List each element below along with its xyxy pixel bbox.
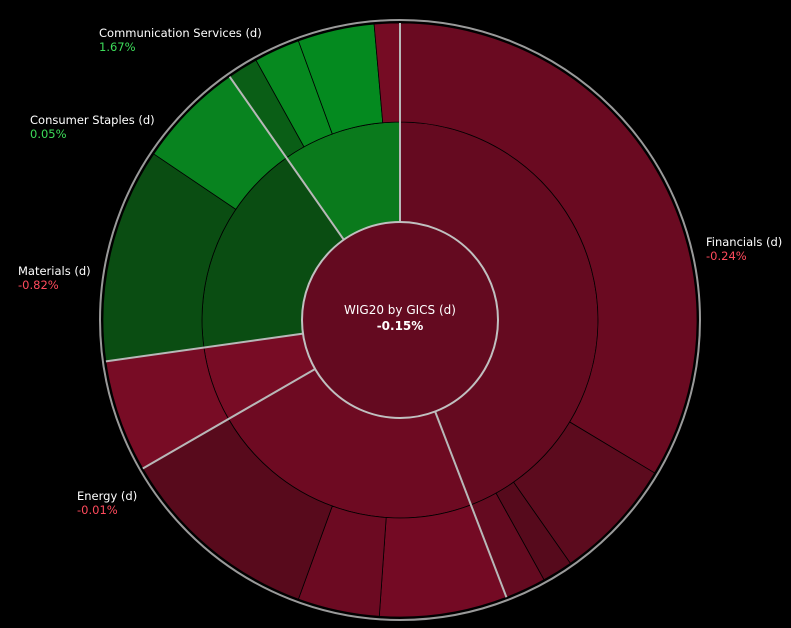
label-energy[interactable]: Energy (d) -0.01% [77,489,137,517]
sector-boundary-consumer_staples [105,332,304,363]
chart-title: WIG20 by GICS (d) [344,303,456,317]
sector-change: 0.05% [30,127,67,141]
sector-change: -0.01% [77,503,118,517]
sector-name: Energy (d) [77,489,138,503]
sector-boundary-energy [434,411,508,598]
label-financials[interactable]: Financials (d) -0.24% [706,235,782,263]
sector-name: Communication Services (d) [99,26,262,40]
sector-change: -0.82% [18,278,59,292]
chart-center-label: WIG20 by GICS (d) -0.15% [300,302,500,334]
label-communication-services[interactable]: Communication Services (d) 1.67% [99,26,262,54]
sector-boundary-communication_services [228,76,345,241]
sector-name: Consumer Staples (d) [30,113,155,127]
center-circle [301,221,499,419]
label-consumer-staples[interactable]: Consumer Staples (d) 0.05% [30,113,155,141]
outer-slice-financials-0 [399,22,698,474]
sector-name: Financials (d) [706,235,783,249]
label-materials[interactable]: Materials (d) -0.82% [18,264,91,292]
chart-total-change: -0.15% [376,319,424,333]
sector-change: 1.67% [99,40,136,54]
sector-boundary-materials [142,368,316,470]
outer-ring [99,19,701,621]
sector-name: Materials (d) [18,264,91,278]
sector-change: -0.24% [706,249,747,263]
